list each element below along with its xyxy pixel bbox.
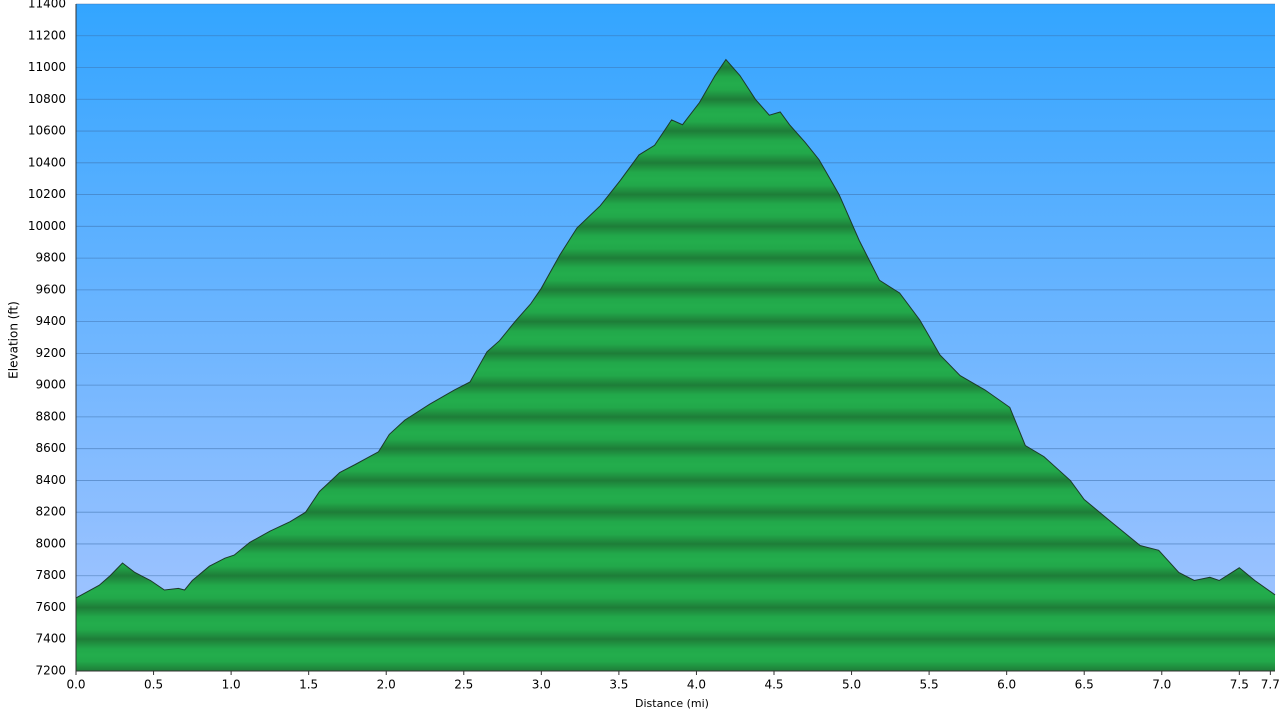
x-tick-label: 6.5 [1075,678,1094,692]
y-tick-label: 11000 [28,60,66,74]
y-axis-label: Elevation (ft) [7,301,21,379]
y-tick-label: 7400 [35,632,66,646]
elevation-line [75,58,1276,599]
x-tick-label: 2.5 [454,678,473,692]
x-tick-label: 5.5 [920,678,939,692]
x-tick-label: 0.5 [144,678,163,692]
y-tick-label: 8800 [35,409,66,423]
x-tick-label: 7.5 [1230,678,1249,692]
y-tick-label: 9800 [35,251,66,265]
y-tick-label: 9000 [35,378,66,392]
y-tick-label: 8200 [35,505,66,519]
y-tick-label: 9400 [35,314,66,328]
y-tick-label: 10800 [28,92,66,106]
y-tick-label: 8000 [35,536,66,550]
x-tick-label: 4.0 [687,678,706,692]
elevation-area [76,59,1275,672]
y-tick-label: 7600 [35,600,66,614]
y-tick-label: 11400 [28,0,66,11]
x-axis-label: Distance (mi) [635,697,709,710]
x-tick-label: 1.0 [222,678,241,692]
y-tick-label: 9600 [35,282,66,296]
x-tick-label: 2.0 [377,678,396,692]
x-tick-label: 3.0 [532,678,551,692]
x-tick-label: 5.0 [842,678,861,692]
x-tick-label: 4.5 [764,678,783,692]
x-tick-label: 7.7 [1261,678,1280,692]
y-tick-label: 10000 [28,219,66,233]
x-tick-label: 0.0 [66,678,85,692]
y-tick-label: 8600 [35,441,66,455]
y-tick-label: 9200 [35,346,66,360]
x-tick-label: 7.0 [1152,678,1171,692]
x-tick-label: 6.0 [997,678,1016,692]
y-tick-label: 10200 [28,187,66,201]
x-tick-label: 3.5 [609,678,628,692]
y-tick-label: 10400 [28,155,66,169]
y-tick-label: 11200 [28,28,66,42]
y-tick-label: 7800 [35,568,66,582]
x-tick-label: 1.5 [299,678,318,692]
y-tick-label: 7200 [35,664,66,678]
y-tick-label: 10600 [28,124,66,138]
y-tick-label: 8400 [35,473,66,487]
